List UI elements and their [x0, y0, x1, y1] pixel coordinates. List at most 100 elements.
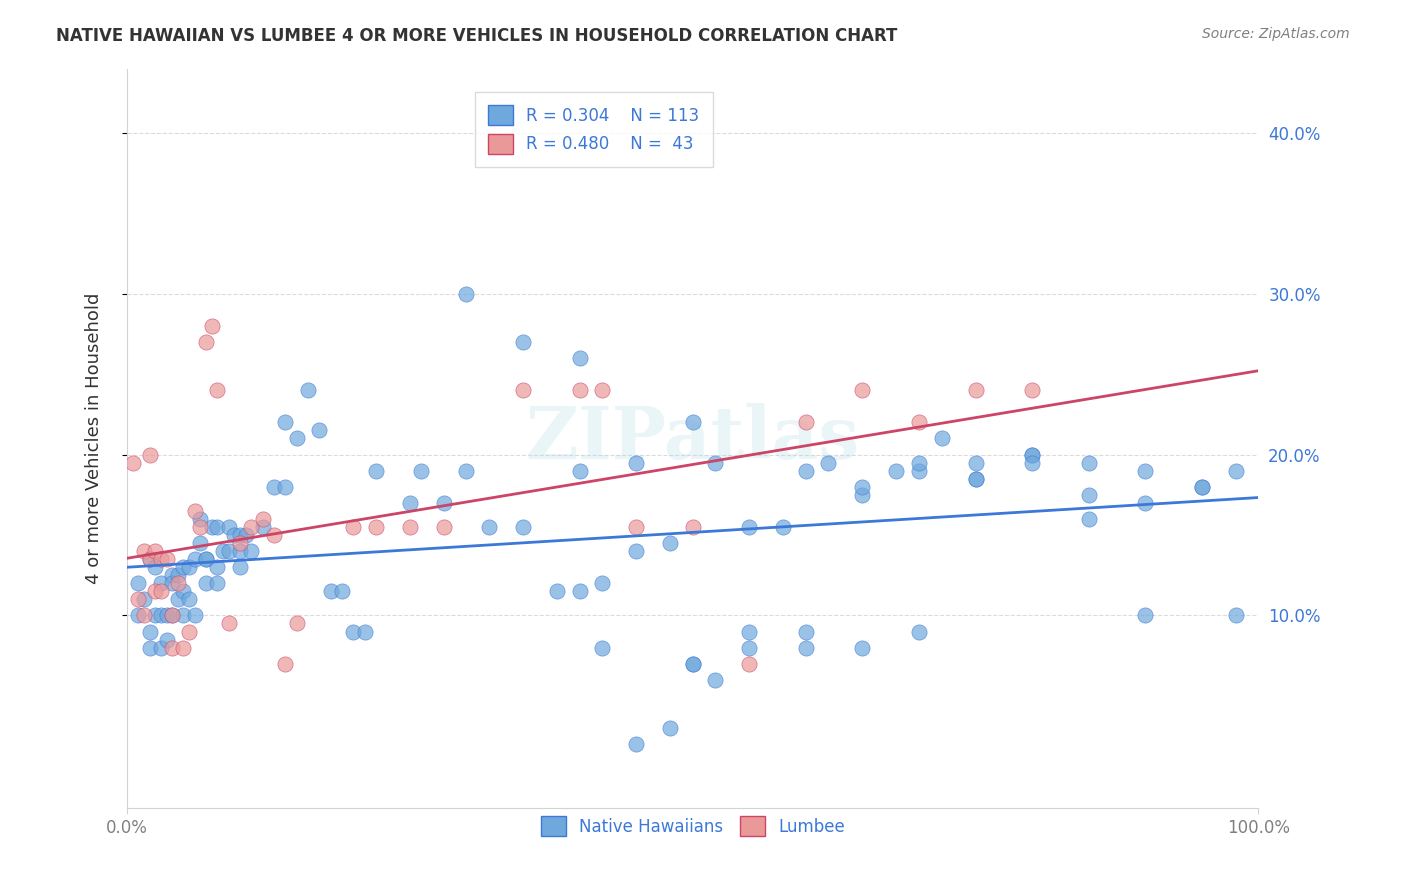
Native Hawaiians [229, 544, 252, 558]
Text: NATIVE HAWAIIAN VS LUMBEE 4 OR MORE VEHICLES IN HOUSEHOLD CORRELATION CHART: NATIVE HAWAIIAN VS LUMBEE 4 OR MORE VEHI… [56, 27, 897, 45]
Native Hawaiians [240, 544, 263, 558]
Text: Source: ZipAtlas.com: Source: ZipAtlas.com [1202, 27, 1350, 41]
Native Hawaiians [235, 528, 257, 542]
Native Hawaiians [965, 472, 987, 486]
Native Hawaiians [704, 456, 727, 470]
Native Hawaiians [1021, 456, 1043, 470]
Native Hawaiians [149, 608, 172, 623]
Lumbee [143, 584, 166, 599]
Lumbee [285, 616, 308, 631]
Native Hawaiians [1077, 488, 1099, 502]
Lumbee [252, 512, 274, 526]
Native Hawaiians [908, 456, 931, 470]
Native Hawaiians [772, 520, 794, 534]
Legend: Native Hawaiians, Lumbee: Native Hawaiians, Lumbee [533, 807, 853, 845]
Native Hawaiians [195, 576, 218, 591]
Native Hawaiians [851, 488, 873, 502]
Lumbee [274, 657, 297, 671]
Native Hawaiians [195, 552, 218, 566]
Lumbee [398, 520, 420, 534]
Native Hawaiians [127, 608, 149, 623]
Native Hawaiians [218, 520, 240, 534]
Lumbee [794, 416, 817, 430]
Native Hawaiians [568, 351, 591, 365]
Native Hawaiians [229, 560, 252, 574]
Native Hawaiians [274, 416, 297, 430]
Native Hawaiians [624, 544, 647, 558]
Lumbee [132, 544, 155, 558]
Native Hawaiians [274, 480, 297, 494]
Lumbee [624, 520, 647, 534]
Native Hawaiians [173, 608, 195, 623]
Native Hawaiians [1021, 448, 1043, 462]
Native Hawaiians [190, 512, 212, 526]
Lumbee [149, 552, 172, 566]
Native Hawaiians [138, 624, 160, 639]
Lumbee [207, 383, 229, 397]
Native Hawaiians [704, 673, 727, 687]
Y-axis label: 4 or more Vehicles in Household: 4 or more Vehicles in Household [86, 293, 103, 584]
Lumbee [218, 616, 240, 631]
Native Hawaiians [173, 584, 195, 599]
Lumbee [121, 456, 143, 470]
Native Hawaiians [166, 592, 188, 607]
Native Hawaiians [207, 560, 229, 574]
Native Hawaiians [155, 608, 177, 623]
Lumbee [160, 640, 183, 655]
Native Hawaiians [218, 544, 240, 558]
Native Hawaiians [252, 520, 274, 534]
Native Hawaiians [184, 552, 207, 566]
Native Hawaiians [568, 584, 591, 599]
Lumbee [149, 584, 172, 599]
Native Hawaiians [229, 528, 252, 542]
Lumbee [342, 520, 364, 534]
Lumbee [184, 504, 207, 518]
Native Hawaiians [682, 416, 704, 430]
Native Hawaiians [411, 464, 433, 478]
Lumbee [240, 520, 263, 534]
Native Hawaiians [207, 520, 229, 534]
Lumbee [179, 624, 201, 639]
Native Hawaiians [207, 576, 229, 591]
Native Hawaiians [342, 624, 364, 639]
Lumbee [132, 608, 155, 623]
Lumbee [143, 544, 166, 558]
Native Hawaiians [149, 640, 172, 655]
Native Hawaiians [308, 424, 330, 438]
Native Hawaiians [738, 640, 761, 655]
Native Hawaiians [682, 657, 704, 671]
Native Hawaiians [184, 608, 207, 623]
Native Hawaiians [160, 576, 183, 591]
Native Hawaiians [297, 383, 319, 397]
Native Hawaiians [1077, 456, 1099, 470]
Lumbee [229, 536, 252, 550]
Native Hawaiians [263, 480, 285, 494]
Native Hawaiians [512, 520, 534, 534]
Native Hawaiians [908, 624, 931, 639]
Native Hawaiians [738, 624, 761, 639]
Lumbee [138, 552, 160, 566]
Lumbee [127, 592, 149, 607]
Native Hawaiians [398, 496, 420, 510]
Lumbee [155, 552, 177, 566]
Lumbee [166, 576, 188, 591]
Native Hawaiians [364, 464, 387, 478]
Lumbee [190, 520, 212, 534]
Native Hawaiians [851, 640, 873, 655]
Native Hawaiians [160, 608, 183, 623]
Native Hawaiians [512, 334, 534, 349]
Native Hawaiians [478, 520, 501, 534]
Lumbee [263, 528, 285, 542]
Native Hawaiians [201, 520, 224, 534]
Lumbee [160, 608, 183, 623]
Native Hawaiians [794, 464, 817, 478]
Lumbee [738, 657, 761, 671]
Native Hawaiians [179, 560, 201, 574]
Native Hawaiians [591, 576, 613, 591]
Lumbee [682, 520, 704, 534]
Native Hawaiians [1225, 608, 1247, 623]
Lumbee [591, 383, 613, 397]
Native Hawaiians [659, 721, 682, 735]
Lumbee [195, 334, 218, 349]
Native Hawaiians [1135, 608, 1157, 623]
